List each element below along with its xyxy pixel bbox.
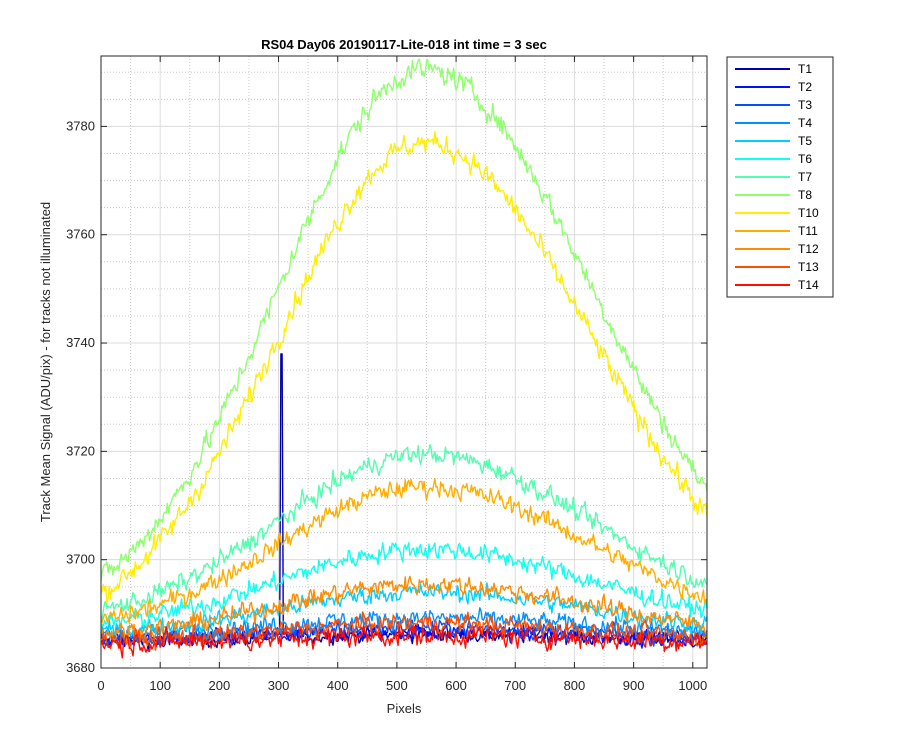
series-line-t7 (100, 444, 708, 622)
y-tick-label: 3740 (66, 335, 95, 350)
series-line-t11 (100, 477, 708, 625)
legend-label-t4: T4 (798, 116, 812, 130)
plot-area-border (100, 55, 708, 669)
series-line-t10 (100, 130, 708, 604)
axis-ticks: 0 100 200 300 400 500 600 700 800 900 1000 3680 3700… (66, 56, 707, 693)
x-tick-label: 200 (209, 678, 231, 693)
x-tick-label: 100 (149, 678, 171, 693)
y-tick-label: 3760 (66, 227, 95, 242)
legend-label-t11: T11 (798, 224, 818, 238)
x-tick-label: 600 (445, 678, 467, 693)
data-series-group (100, 58, 708, 659)
legend-label-t14: T14 (798, 278, 819, 292)
legend-label-t8: T8 (798, 188, 812, 202)
chart-title: RS04 Day06 20190117-Lite-018 int time = … (261, 37, 547, 52)
x-tick-label: 1000 (678, 678, 707, 693)
x-tick-label: 900 (623, 678, 645, 693)
series-line-t6 (100, 542, 708, 632)
y-tick-label: 3680 (66, 660, 95, 675)
legend-label-t13: T13 (798, 260, 819, 274)
series-line-t14 (100, 625, 708, 659)
y-tick-label: 3780 (66, 118, 95, 133)
legend-label-t10: T10 (798, 206, 819, 220)
legend-label-t5: T5 (798, 134, 812, 148)
legend: T1 T2 T3 T4 T5 T6 T7 T8 T10 T11 T12 T13 T14 (726, 56, 834, 298)
y-tick-label: 3700 (66, 552, 95, 567)
x-tick-label: 500 (386, 678, 408, 693)
x-tick-label: 300 (268, 678, 290, 693)
y-tick-label: 3720 (66, 443, 95, 458)
legend-label-t3: T3 (798, 98, 812, 112)
legend-label-t1: T1 (798, 62, 812, 76)
x-tick-label: 700 (504, 678, 526, 693)
x-axis-label: Pixels (387, 701, 422, 716)
legend-label-t2: T2 (798, 80, 812, 94)
series-line-t8 (100, 58, 708, 581)
legend-label-t12: T12 (798, 242, 819, 256)
x-tick-label: 0 (97, 678, 104, 693)
series-line-t12 (100, 575, 708, 644)
legend-label-t6: T6 (798, 152, 812, 166)
x-tick-label: 400 (327, 678, 349, 693)
x-tick-label: 800 (564, 678, 586, 693)
y-axis-label: Track Mean Signal (ADU/pix) - for tracks… (38, 202, 53, 522)
plot-area-background (101, 56, 707, 668)
legend-label-t7: T7 (798, 170, 812, 184)
